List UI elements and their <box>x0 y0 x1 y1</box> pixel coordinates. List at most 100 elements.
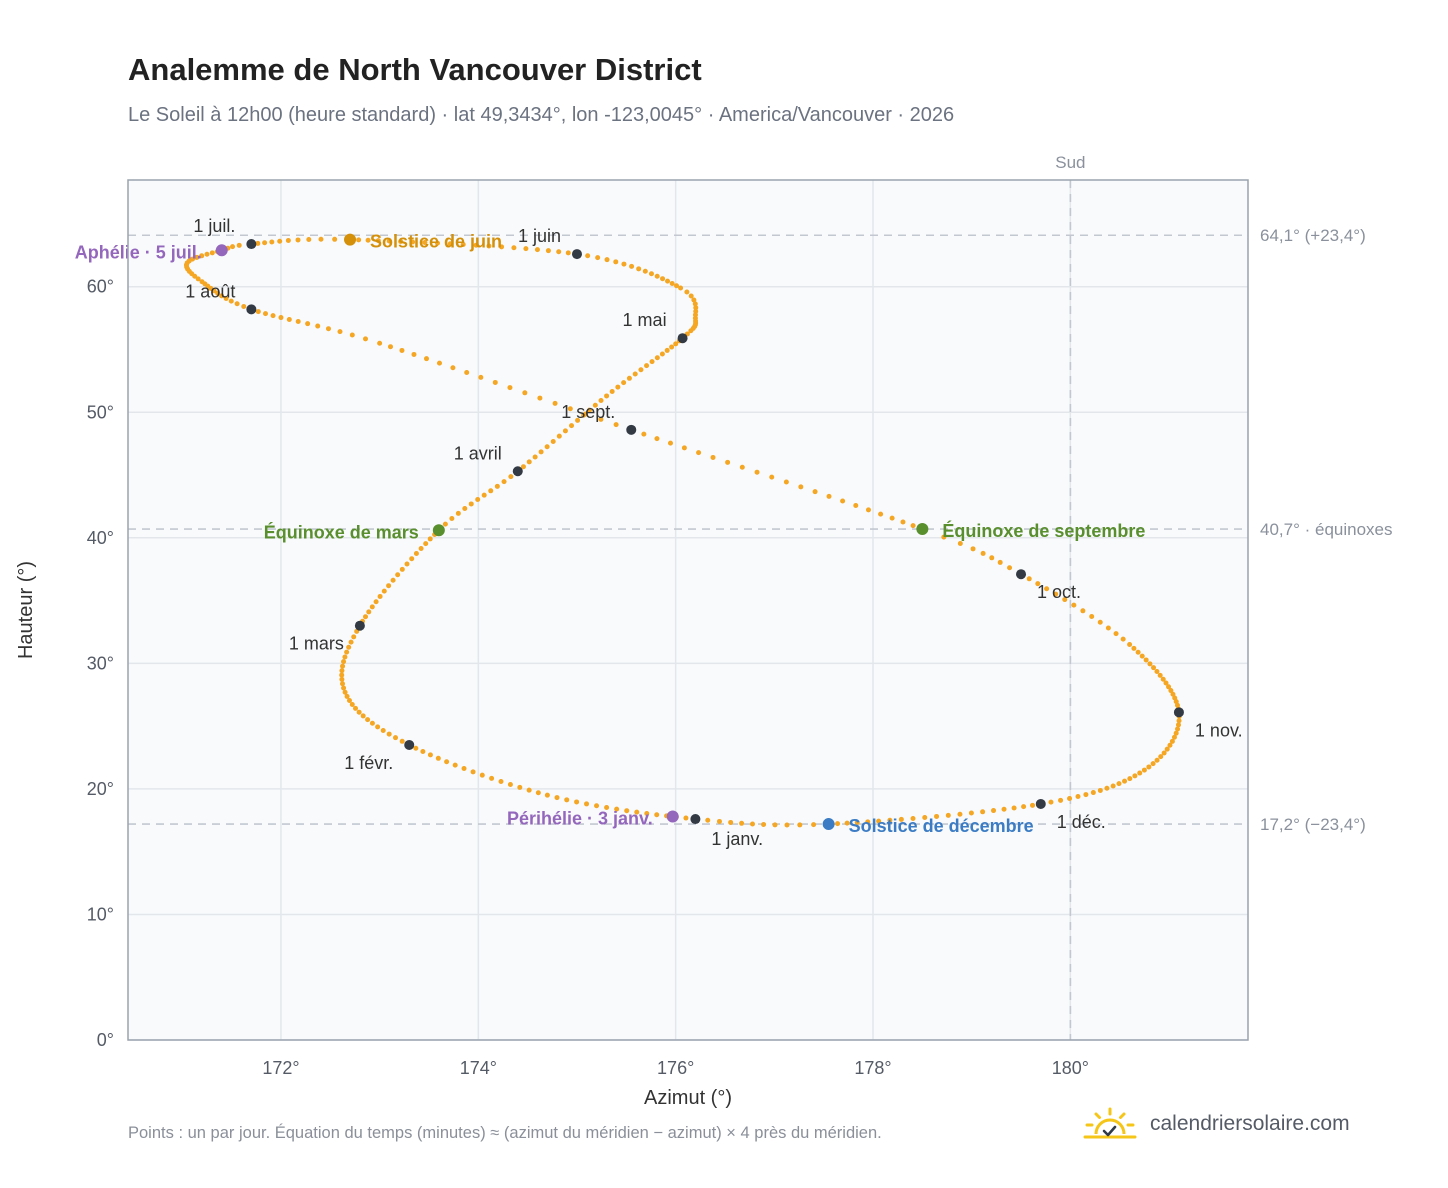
day-point <box>798 484 804 490</box>
day-point <box>554 795 560 801</box>
day-point <box>532 454 538 460</box>
day-point <box>395 572 401 578</box>
day-point <box>263 311 268 317</box>
day-point <box>215 290 221 296</box>
day-point <box>900 519 906 525</box>
day-point <box>1110 783 1116 789</box>
day-point <box>1048 799 1054 805</box>
day-point <box>991 808 997 814</box>
day-point <box>344 649 350 655</box>
day-point <box>569 423 575 429</box>
day-point <box>910 523 916 529</box>
brand-name: calendriersolaire.com <box>1150 1112 1350 1135</box>
day-point <box>811 822 817 828</box>
month-marker-label: 1 févr. <box>344 753 393 773</box>
day-point <box>1007 565 1013 571</box>
day-point <box>854 820 860 826</box>
day-point <box>1105 625 1111 631</box>
day-point <box>462 506 468 512</box>
day-point <box>835 821 841 827</box>
day-point <box>473 242 479 248</box>
day-point <box>427 752 433 758</box>
day-point <box>772 822 778 828</box>
day-point <box>535 790 541 796</box>
day-point <box>1161 750 1167 756</box>
day-point <box>337 329 343 335</box>
day-point <box>1164 746 1170 752</box>
y-tick-label: 40° <box>87 528 114 548</box>
month-marker <box>354 620 365 631</box>
day-point <box>1175 726 1181 732</box>
x-tick-label: 178° <box>854 1058 891 1078</box>
day-point <box>460 241 466 247</box>
day-point <box>388 344 393 350</box>
day-point <box>584 801 590 807</box>
day-point <box>997 559 1003 565</box>
day-point <box>644 363 650 369</box>
day-point <box>363 614 368 620</box>
special-point-label: Solstice de juin <box>370 232 502 252</box>
day-point <box>693 308 699 314</box>
day-point <box>278 315 284 321</box>
day-point <box>1147 661 1153 667</box>
day-point <box>1141 767 1147 773</box>
day-point <box>1083 792 1089 798</box>
day-point <box>797 822 803 828</box>
day-point <box>1135 649 1141 655</box>
day-point <box>544 444 550 450</box>
month-marker <box>1173 707 1184 718</box>
day-point <box>1058 797 1064 803</box>
day-point <box>286 316 292 322</box>
day-point <box>365 717 371 723</box>
day-point <box>489 775 495 781</box>
day-point <box>1090 790 1096 796</box>
day-point <box>957 811 963 817</box>
day-point <box>673 341 679 347</box>
day-point <box>507 385 513 391</box>
day-point <box>1030 802 1036 808</box>
month-marker-label: 1 juil. <box>193 216 235 236</box>
day-point <box>613 422 619 428</box>
day-point <box>1163 680 1169 686</box>
day-point <box>648 271 654 277</box>
day-point <box>523 246 529 252</box>
special-point-label: Solstice de décembre <box>849 816 1034 836</box>
day-point <box>1137 770 1143 776</box>
day-point <box>342 654 348 660</box>
day-point <box>211 288 217 294</box>
special-point-label: Équinoxe de septembre <box>942 520 1145 541</box>
day-point <box>360 713 366 719</box>
day-point <box>195 276 201 282</box>
day-point <box>499 244 505 250</box>
day-point <box>277 238 283 244</box>
day-point <box>422 240 428 246</box>
day-point <box>649 359 655 365</box>
day-point <box>340 663 346 669</box>
month-marker-label: 1 juin <box>518 226 561 246</box>
day-point <box>624 808 630 814</box>
month-marker <box>246 304 257 315</box>
day-point <box>511 245 517 251</box>
day-point <box>654 273 660 279</box>
day-point <box>1071 602 1077 608</box>
day-point <box>468 501 474 507</box>
day-point <box>478 374 484 380</box>
day-point <box>538 449 544 455</box>
y-tick-label: 30° <box>87 653 114 673</box>
day-point <box>1173 730 1179 736</box>
month-markers: 1 janv. 1 févr. 1 mars 1 avril 1 mai 1 juin 1 … <box>185 216 1242 849</box>
day-point <box>636 266 642 272</box>
day-point <box>305 321 311 327</box>
day-point <box>583 411 589 417</box>
day-point <box>945 812 951 818</box>
month-marker <box>246 239 257 250</box>
day-point <box>562 428 568 434</box>
day-point <box>1171 734 1177 740</box>
brand-logo[interactable]: calendriersolaire.com <box>1082 1104 1350 1144</box>
day-point <box>692 301 698 307</box>
day-point <box>844 820 850 826</box>
axis-ticks: 172° 174° 176° 178° 180° 0° 10° 20° 30° 40° 50° 60° <box>87 277 1089 1078</box>
month-marker-label: 1 déc. <box>1057 812 1106 832</box>
day-point <box>526 459 532 465</box>
day-point <box>865 507 871 513</box>
